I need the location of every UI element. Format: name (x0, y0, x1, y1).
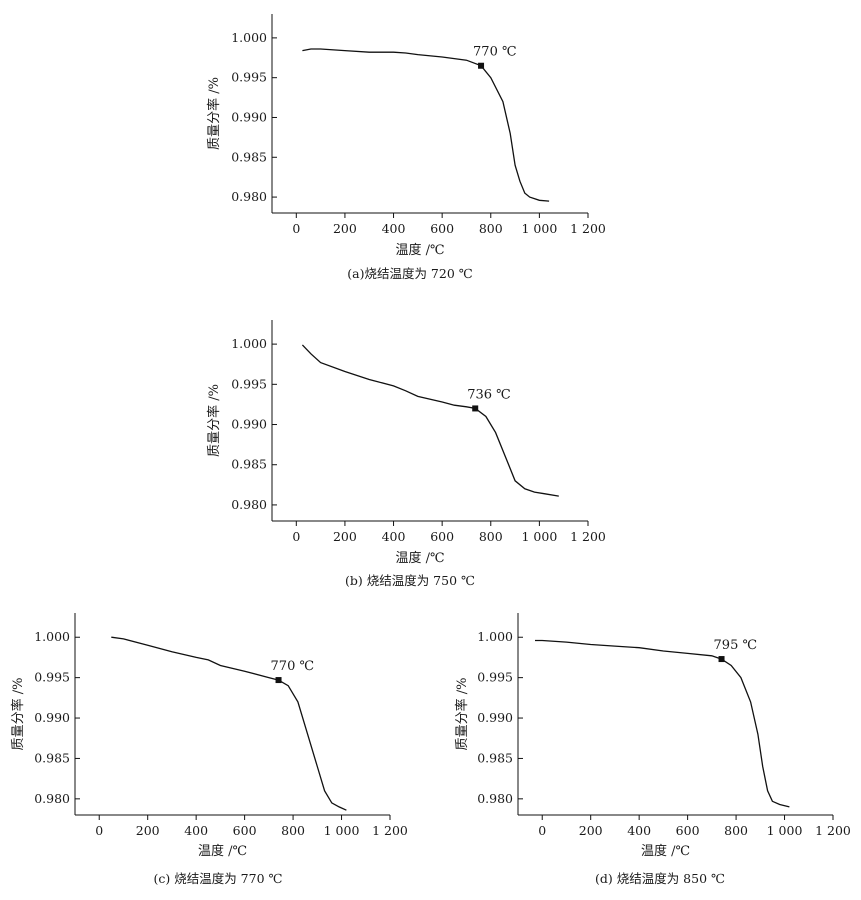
transition-point-label: 736 ℃ (467, 387, 511, 402)
subfigure-caption: (d) 烧结温度为 850 ℃ (595, 871, 725, 886)
y-tick-label: 0.990 (34, 710, 70, 725)
transition-point-label: 795 ℃ (714, 638, 758, 653)
x-tick-label: 800 (479, 221, 503, 236)
x-tick-label: 600 (430, 529, 454, 544)
x-tick-label: 1 200 (815, 823, 851, 838)
x-tick-label: 1 000 (521, 529, 557, 544)
y-axis-title: 质量分率 /% (10, 678, 26, 751)
y-tick-label: 0.985 (231, 149, 267, 164)
series-line-TG (301, 344, 559, 497)
y-tick-label: 0.995 (34, 670, 70, 685)
y-tick-label: 0.980 (34, 791, 70, 806)
x-tick-label: 0 (95, 823, 103, 838)
x-tick-label: 1 200 (372, 823, 408, 838)
y-tick-label: 1.000 (34, 629, 70, 644)
x-tick-label: 200 (333, 221, 357, 236)
x-tick-label: 400 (382, 221, 406, 236)
y-tick-label: 1.000 (477, 629, 513, 644)
transition-point-label: 770 ℃ (473, 45, 517, 60)
y-tick-label: 0.995 (477, 670, 513, 685)
y-tick-label: 0.980 (477, 791, 513, 806)
y-tick-label: 1.000 (231, 30, 267, 45)
transition-point-marker (472, 405, 479, 412)
x-tick-label: 800 (724, 823, 748, 838)
x-tick-label: 400 (382, 529, 406, 544)
transition-point-label: 770 ℃ (271, 659, 315, 674)
y-tick-label: 0.980 (231, 189, 267, 204)
x-tick-label: 1 000 (521, 221, 557, 236)
y-axis-title: 质量分率 /% (454, 678, 470, 751)
y-tick-label: 0.995 (231, 376, 267, 391)
y-tick-label: 0.990 (231, 417, 267, 432)
x-tick-label: 200 (579, 823, 603, 838)
x-tick-label: 600 (430, 221, 454, 236)
x-axis-title: 温度 /℃ (198, 843, 247, 859)
y-tick-label: 0.995 (231, 70, 267, 85)
transition-point-marker (275, 677, 282, 684)
x-tick-label: 1 000 (767, 823, 803, 838)
x-tick-label: 0 (538, 823, 546, 838)
x-axis-title: 温度 /℃ (395, 550, 444, 566)
y-axis-title: 质量分率 /% (206, 384, 222, 457)
transition-point-marker (478, 62, 485, 69)
transition-point-marker (718, 656, 725, 663)
x-tick-label: 0 (292, 221, 300, 236)
subfigure-caption: (c) 烧结温度为 770 ℃ (153, 871, 282, 886)
x-tick-label: 600 (233, 823, 257, 838)
x-tick-label: 200 (333, 529, 357, 544)
y-tick-label: 0.985 (231, 457, 267, 472)
subfigure-caption: (a)烧结温度为 720 ℃ (347, 266, 473, 281)
subfigure-caption: (b) 烧结温度为 750 ℃ (345, 573, 475, 588)
x-tick-label: 600 (676, 823, 700, 838)
series-line-TG (111, 636, 347, 811)
y-tick-label: 0.990 (231, 109, 267, 124)
y-tick-label: 0.980 (231, 497, 267, 512)
y-axis-title: 质量分率 /% (206, 77, 222, 150)
chart-b: 0.980 0.985 0.990 0.995 1.000 0 200 400 600 800 1 … (206, 320, 606, 588)
series-line-TG (535, 639, 790, 808)
y-tick-label: 0.990 (477, 710, 513, 725)
x-tick-label: 200 (136, 823, 160, 838)
x-tick-label: 0 (292, 529, 300, 544)
y-tick-label: 1.000 (231, 336, 267, 351)
x-tick-label: 1 200 (570, 529, 606, 544)
y-tick-label: 0.985 (34, 750, 70, 765)
x-tick-label: 400 (184, 823, 208, 838)
x-tick-label: 400 (627, 823, 651, 838)
series-line-TG (302, 48, 550, 202)
x-tick-label: 800 (281, 823, 305, 838)
x-tick-label: 1 200 (570, 221, 606, 236)
chart-a: 0.980 0.985 0.990 0.995 1.000 0 200 400 600 800 1 … (206, 14, 606, 281)
chart-c: 0.980 0.985 0.990 0.995 1.000 0 200 400 600 800 1 … (10, 613, 408, 886)
y-tick-label: 0.985 (477, 750, 513, 765)
x-tick-label: 800 (479, 529, 503, 544)
x-tick-label: 1 000 (324, 823, 360, 838)
chart-d: 0.980 0.985 0.990 0.995 1.000 0 200 400 600 800 1 … (454, 613, 851, 886)
x-axis-title: 温度 /℃ (395, 242, 444, 258)
x-axis-title: 温度 /℃ (641, 843, 690, 859)
